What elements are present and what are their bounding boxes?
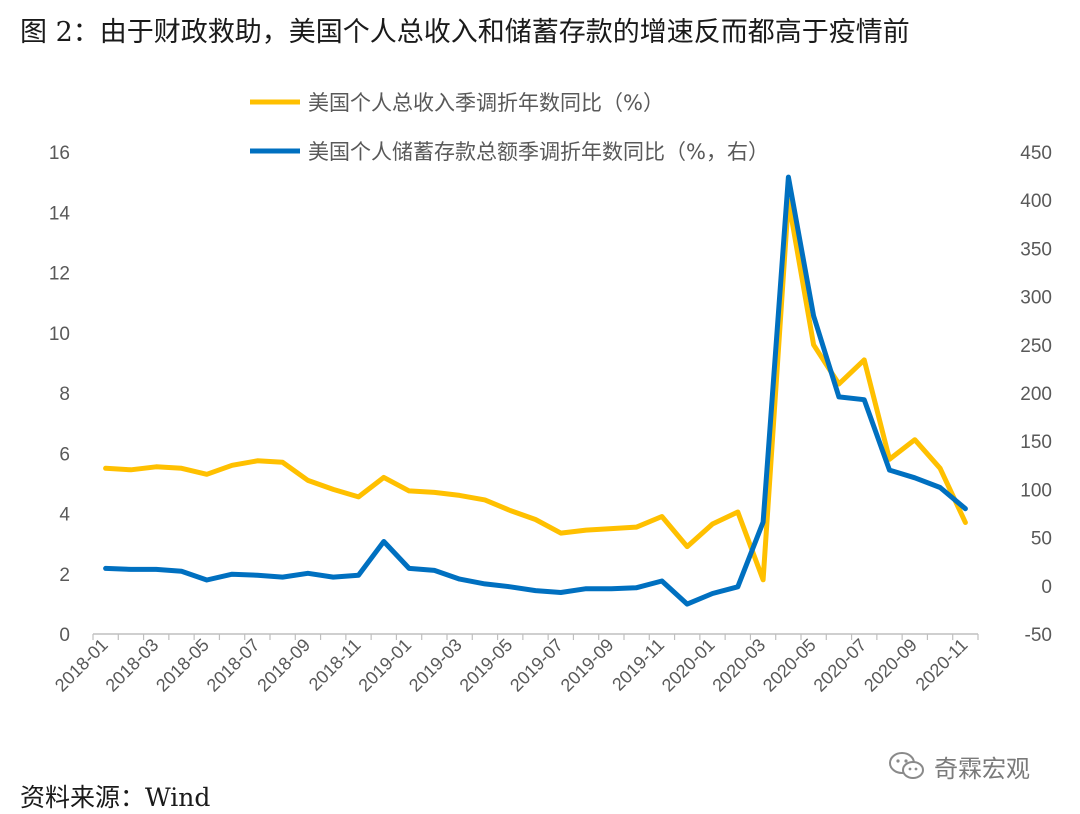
x-tick-label: 2020-09 <box>860 635 921 696</box>
x-tick-label: 2018-07 <box>203 635 264 696</box>
legend-label: 美国个人总收入季调折年数同比（%） <box>308 91 664 115</box>
x-tick-label: 2018-03 <box>102 635 163 696</box>
x-tick-label: 2019-07 <box>506 635 567 696</box>
left-axis-ticks: 0 2 4 6 8 10 12 14 16 <box>49 143 71 646</box>
right-tick-label: 0 <box>1041 577 1052 598</box>
right-tick-label: 350 <box>1020 239 1052 260</box>
x-tick-label: 2019-03 <box>405 635 466 696</box>
legend-label: 美国个人储蓄存款总额季调折年数同比（%，右） <box>308 140 769 164</box>
x-axis-ticks: 2018-012018-032018-052018-072018-092018-… <box>51 635 972 696</box>
x-tick-label: 2019-05 <box>456 635 517 696</box>
x-tick-label: 2018-09 <box>253 635 314 696</box>
chart-title: 图 2：由于财政救助，美国个人总收入和储蓄存款的增速反而都高于疫情前 <box>20 17 910 48</box>
right-tick-label: 150 <box>1020 432 1052 453</box>
left-tick-label: 14 <box>49 203 71 224</box>
x-tick-label: 2020-05 <box>759 635 820 696</box>
right-tick-label: 200 <box>1020 384 1052 405</box>
right-tick-label: -50 <box>1025 625 1052 646</box>
left-tick-label: 12 <box>49 264 70 285</box>
right-tick-label: 250 <box>1020 336 1052 357</box>
x-tick-label: 2018-05 <box>152 635 213 696</box>
right-tick-label: 100 <box>1020 480 1052 501</box>
x-tick-label: 2019-01 <box>354 635 415 696</box>
left-tick-label: 4 <box>59 505 70 526</box>
left-tick-label: 16 <box>49 143 70 164</box>
watermark: 奇霖宏观 <box>888 746 1030 786</box>
right-axis-ticks: -50 0 50 100 150 200 250 300 350 400 450 <box>1020 143 1052 646</box>
series-layer <box>103 174 968 607</box>
watermark-text: 奇霖宏观 <box>934 754 1030 783</box>
x-tick-label: 2020-03 <box>708 635 769 696</box>
right-tick-label: 300 <box>1020 288 1052 309</box>
series-line-savings <box>103 174 968 607</box>
axis-layer <box>92 633 979 640</box>
right-tick-label: 450 <box>1020 143 1052 164</box>
x-tick-label: 2020-07 <box>810 635 871 696</box>
x-tick-label: 2020-11 <box>912 635 972 695</box>
x-tick-label: 2019-09 <box>557 635 618 696</box>
right-tick-label: 50 <box>1031 529 1052 550</box>
series-line-income <box>103 197 968 583</box>
x-tick-label: 2020-01 <box>658 635 719 696</box>
source-note: 资料来源：Wind <box>20 783 211 812</box>
left-tick-label: 2 <box>59 565 70 586</box>
left-tick-label: 10 <box>49 324 70 345</box>
legend: 美国个人总收入季调折年数同比（%） 美国个人储蓄存款总额季调折年数同比（%，右） <box>250 91 769 164</box>
right-tick-label: 400 <box>1020 191 1052 212</box>
x-tick-label: 2018-11 <box>305 635 365 695</box>
left-tick-label: 6 <box>59 444 70 465</box>
x-tick-label: 2019-11 <box>608 635 668 695</box>
left-tick-label: 0 <box>59 625 70 646</box>
wechat-icon <box>889 752 924 779</box>
left-tick-label: 8 <box>59 384 70 405</box>
